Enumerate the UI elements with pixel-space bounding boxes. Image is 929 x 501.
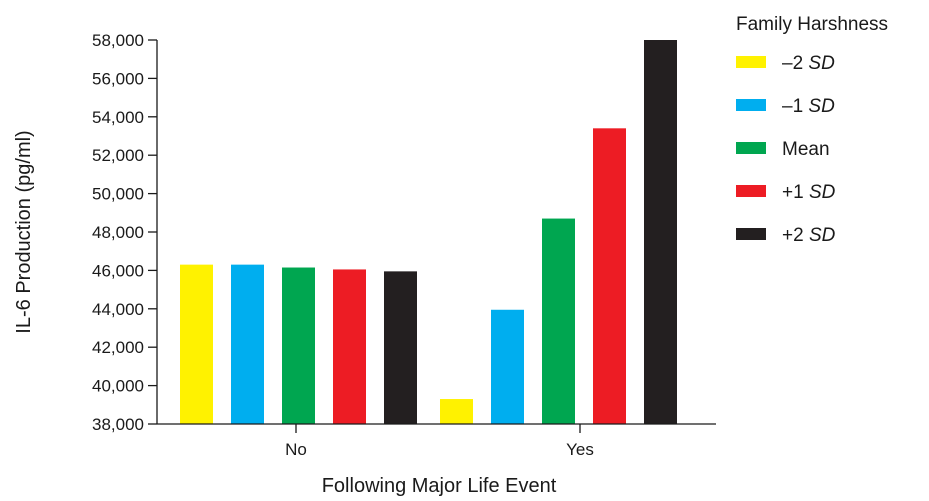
legend-label: –2 SD [782,53,835,74]
y-tick-label: 42,000 [92,338,144,357]
bar [542,218,575,424]
legend-swatch [736,56,766,68]
bar [231,264,264,424]
y-tick-label: 58,000 [92,31,144,50]
legend-label: +1 SD [782,182,836,203]
bar [644,40,677,424]
legend-swatch [736,185,766,197]
y-axis: 38,000 40,000 42,000 44,000 46,000 48,000 50,0… [92,31,158,434]
legend-label: Mean [782,139,830,160]
bar [333,269,366,424]
y-tick-label: 48,000 [92,223,144,242]
y-tick-label: 44,000 [92,300,144,319]
y-axis-title: IL-6 Production (pg/ml) [13,130,35,333]
bar [440,399,473,424]
x-axis-title: Following Major Life Event [322,475,557,497]
legend-label: +2 SD [782,225,836,246]
plot-area [180,40,677,424]
bar [593,128,626,424]
y-tick-label: 54,000 [92,108,144,127]
bar [180,264,213,424]
bar [491,309,524,424]
y-tick-label: 46,000 [92,261,144,280]
x-axis: No Yes [157,423,716,459]
bar [384,271,417,424]
bar [282,267,315,424]
legend-swatch [736,142,766,154]
y-tick-label: 52,000 [92,146,144,165]
legend-title: Family Harshness [736,14,888,35]
y-tick-label: 50,000 [92,185,144,204]
y-tick-label: 38,000 [92,415,144,434]
legend-swatch [736,99,766,111]
legend-swatch [736,228,766,240]
legend: Family Harshness –2 SD –1 SD Mean +1 SD +2 S… [736,14,888,246]
x-tick-label: Yes [566,440,594,459]
y-tick-label: 56,000 [92,69,144,88]
x-tick-label: No [285,440,307,459]
y-tick-label: 40,000 [92,377,144,396]
legend-label: –1 SD [782,96,835,117]
